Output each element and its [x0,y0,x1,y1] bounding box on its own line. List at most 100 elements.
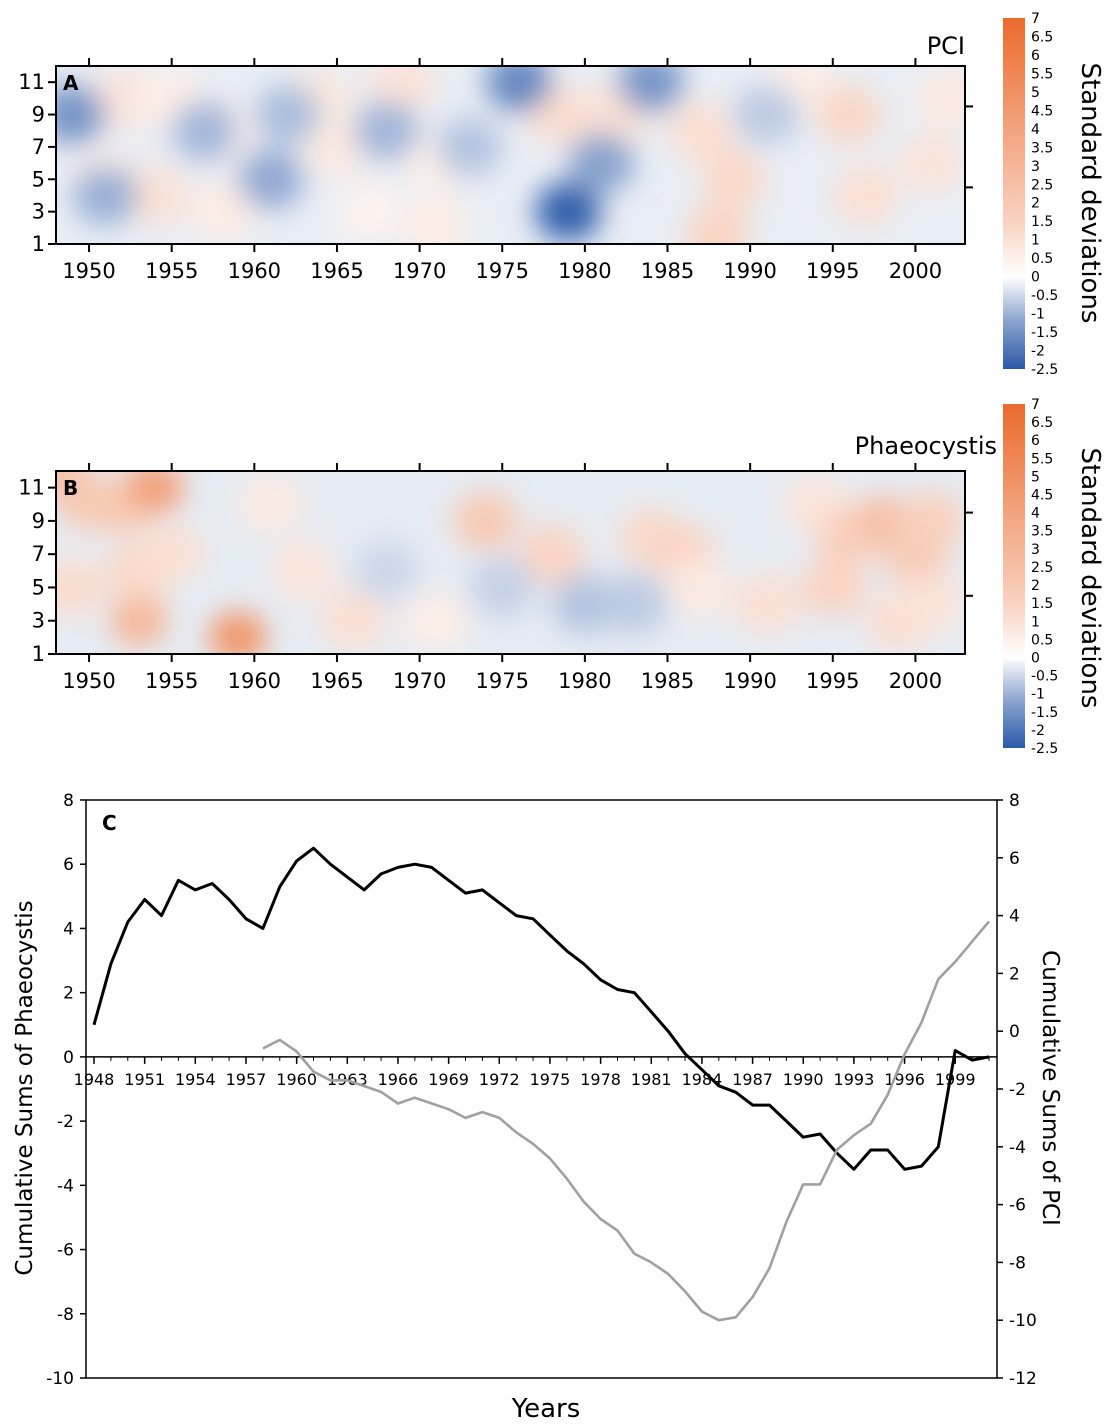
heatmap-cell [403,590,470,651]
heatmap-cell [353,100,420,161]
panel-b-heatmap: B Phaeocystis 1950 1955 1960 1965 1970 1975 19… [18,432,997,693]
y-tick-label-left: 2 [63,984,74,1004]
heatmap-cell [126,471,184,514]
colorbar-b-gradient [1003,404,1025,748]
colorbar-a: 7 6.5 6 5.5 5 4.5 4 3.5 3 2.5 2 1.5 1 0.5 0 -0.5 -1 -1.5 -… [1003,11,1105,378]
heatmap-cell [535,181,602,242]
heatmap-cell [733,574,800,635]
colorbar-tick-label: 1.5 [1031,214,1053,230]
heatmap-cell [209,611,267,654]
x-tick-label: 1985 [641,669,694,693]
x-tick-label: 1985 [641,259,694,283]
y-tick-label-right: -12 [1009,1369,1037,1389]
heatmap-cell [89,68,156,129]
x-tick-label: 1975 [476,259,529,283]
x-tick-label: 1990 [723,669,776,693]
x-tick-label: 1957 [226,1070,267,1089]
colorbar-tick-label: 6.5 [1031,415,1053,431]
y-tick-label: 7 [32,135,45,159]
colorbar-tick-label: -2 [1031,344,1045,360]
y-tick-label-right: 4 [1009,907,1020,927]
heatmap-cell [700,149,767,210]
heatmap-cell [56,557,106,618]
x-tick-label: 1981 [631,1070,672,1089]
colorbar-tick-label: 7 [1031,11,1040,27]
x-tick-label: 1990 [723,259,776,283]
colorbar-tick-label: 2 [1031,196,1040,212]
x-tick-label: 1969 [428,1070,469,1089]
heatmap-cell [138,524,205,585]
heatmap-blob-layer [56,66,965,244]
heatmap-a-field [56,66,965,244]
heatmap-cell [733,84,800,145]
colorbar-tick-label: 3 [1031,159,1040,175]
colorbar-a-gradient [1003,18,1025,369]
y-tick-label: 9 [32,103,45,127]
heatmap-cell [898,133,965,194]
x-tick-label: 1972 [479,1070,520,1089]
panel-a-title: PCI [927,32,965,60]
heatmap-cell [171,100,238,161]
heatmap-b-frame [55,470,966,655]
x-tick-label: 1995 [806,259,859,283]
heatmap-cell [799,557,866,618]
y-tick-label: 3 [32,609,45,633]
x-tick-label: 1995 [806,669,859,693]
x-tick-label: 1954 [175,1070,216,1089]
y-tick-label-left: -10 [46,1369,74,1389]
x-tick-label: 1996 [884,1070,925,1089]
colorbar-tick-label: 0 [1031,270,1040,286]
y-tick-label-right: -10 [1009,1311,1037,1331]
heatmap-cell [436,116,503,177]
colorbar-b-ticks: 7 6.5 6 5.5 5 4.5 4 3.5 3 2.5 2 1.5 1 0.5 0 -0.5 -1 -1.5 -… [1031,397,1058,757]
x-tick-label: 1950 [62,259,115,283]
x-tick-label: 1960 [276,1070,317,1089]
heatmap-cell [485,66,552,113]
colorbar-b: 7 6.5 6 5.5 5 4.5 4 3.5 3 2.5 2 1.5 1 0.5 0 -0.5 -1 -1.5 -… [1003,397,1105,757]
y-tick-label: 1 [32,642,45,666]
y-tick-label-right: -4 [1009,1138,1026,1158]
heatmap-a-frame [55,65,966,245]
heatmap-cell [518,524,585,585]
colorbar-tick-label: 5 [1031,469,1040,485]
x-tick-label: 1999 [935,1070,976,1089]
y-tick-label-left: 8 [63,791,74,811]
x-tick-label: 1990 [783,1070,824,1089]
x-tick-label: 1975 [530,1070,571,1089]
colorbar-tick-label: 7 [1031,397,1040,413]
heatmap-cell [122,165,189,226]
x-tick-label: 1965 [310,669,363,693]
heatmap-cell [403,197,470,244]
series-line-pci [262,920,990,1322]
colorbar-tick-label: 1 [1031,233,1040,249]
x-tick-label: 1960 [228,259,281,283]
heatmap-cell [898,574,965,635]
heatmap-cell [72,165,139,226]
x-tick-label: 1975 [476,669,529,693]
colorbar-tick-label: -1.5 [1031,325,1058,341]
heatmap-cell [254,84,321,145]
colorbar-tick-label: 4.5 [1031,488,1053,504]
heatmap-cell [684,205,751,244]
x-tick-label: 1980 [558,669,611,693]
heatmap-a-axes: 1950 1955 1960 1965 1970 1975 1980 1985 1990 1995… [18,58,973,283]
colorbar-tick-label: 2.5 [1031,560,1053,576]
colorbar-tick-label: 1.5 [1031,596,1053,612]
heatmap-cell [303,116,370,177]
heatmap-cell [188,181,255,242]
y-tick-label-left: -6 [57,1241,74,1261]
y-tick-label-right: -6 [1009,1196,1026,1216]
x-tick-label: 1970 [393,259,446,283]
x-tick-label: 2000 [889,259,942,283]
colorbar-tick-label: 6 [1031,433,1040,449]
line-chart-series [92,846,990,1322]
colorbar-tick-label: 2.5 [1031,177,1053,193]
colorbar-a-ticks: 7 6.5 6 5.5 5 4.5 4 3.5 3 2.5 2 1.5 1 0.5 0 -0.5 -1 -1.5 -… [1031,11,1058,378]
colorbar-b-title: Standard deviations [1075,448,1105,709]
heatmap-cell [370,66,437,113]
heatmap-cell [568,133,635,194]
y-tick-label-left: -4 [57,1176,74,1196]
y-tick-label-right: 6 [1009,849,1020,869]
y-tick-label-right: 8 [1009,791,1020,811]
